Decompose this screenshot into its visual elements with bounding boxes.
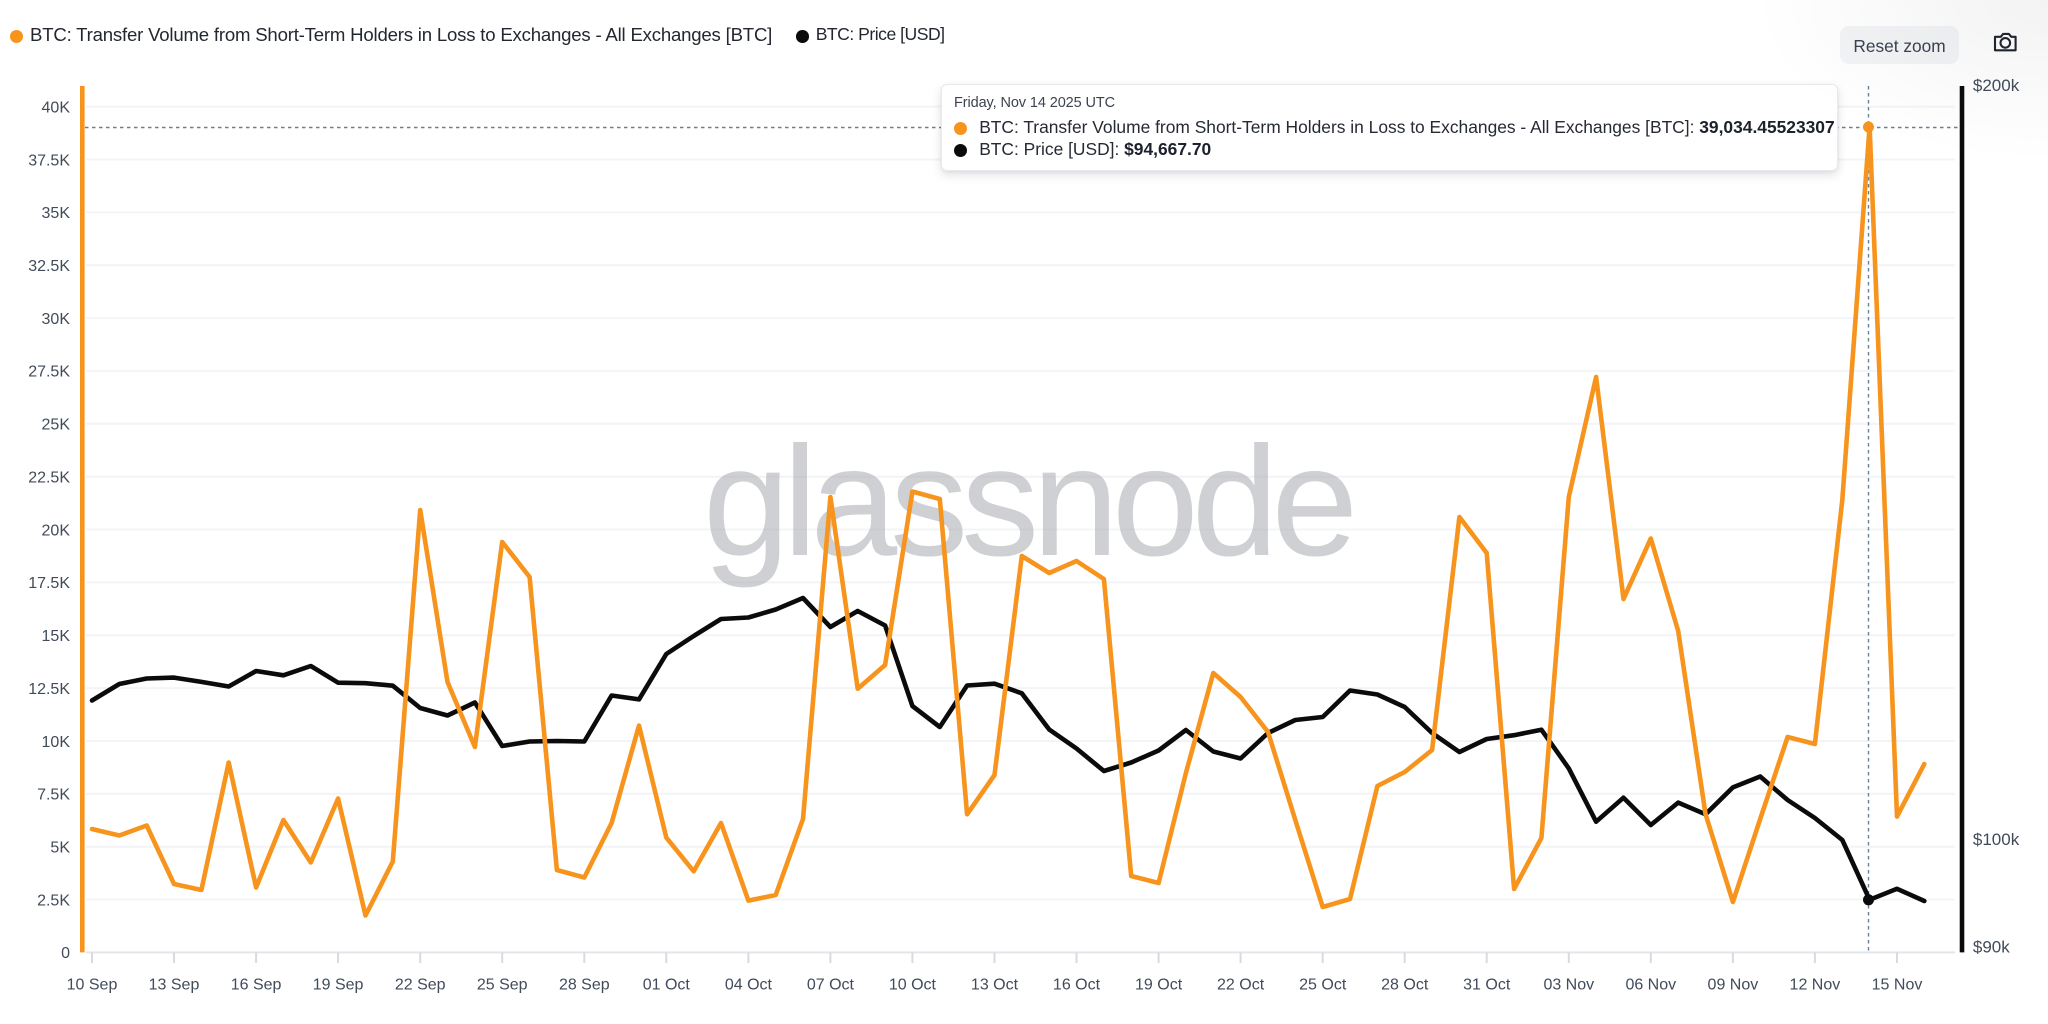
svg-text:10 Sep: 10 Sep: [67, 977, 118, 994]
svg-text:20K: 20K: [42, 522, 71, 539]
svg-text:28 Sep: 28 Sep: [559, 977, 610, 994]
svg-text:19 Oct: 19 Oct: [1135, 977, 1183, 994]
svg-text:15 Nov: 15 Nov: [1872, 977, 1923, 994]
svg-text:$100k: $100k: [1973, 830, 2020, 849]
svg-text:16 Sep: 16 Sep: [231, 977, 282, 994]
svg-text:10 Oct: 10 Oct: [889, 977, 937, 994]
svg-text:5K: 5K: [50, 840, 70, 857]
svg-text:09 Nov: 09 Nov: [1708, 977, 1759, 994]
svg-text:04 Oct: 04 Oct: [725, 977, 773, 994]
svg-text:07 Oct: 07 Oct: [807, 977, 855, 994]
svg-text:19 Sep: 19 Sep: [313, 977, 364, 994]
svg-text:12.5K: 12.5K: [28, 681, 70, 698]
svg-text:$90k: $90k: [1973, 938, 2010, 957]
svg-text:03 Nov: 03 Nov: [1543, 977, 1594, 994]
svg-text:15K: 15K: [42, 628, 71, 645]
svg-text:13 Sep: 13 Sep: [149, 977, 200, 994]
svg-text:$200k: $200k: [1973, 76, 2020, 95]
svg-text:25K: 25K: [42, 417, 71, 434]
svg-text:12 Nov: 12 Nov: [1790, 977, 1841, 994]
svg-text:37.5K: 37.5K: [28, 152, 70, 169]
svg-text:22.5K: 22.5K: [28, 470, 70, 487]
svg-text:35K: 35K: [42, 205, 71, 222]
svg-text:31 Oct: 31 Oct: [1463, 977, 1511, 994]
svg-text:7.5K: 7.5K: [37, 787, 70, 804]
svg-text:27.5K: 27.5K: [28, 364, 70, 381]
svg-text:01 Oct: 01 Oct: [643, 977, 691, 994]
svg-text:22 Oct: 22 Oct: [1217, 977, 1265, 994]
svg-text:22 Sep: 22 Sep: [395, 977, 446, 994]
svg-text:25 Oct: 25 Oct: [1299, 977, 1347, 994]
svg-text:40K: 40K: [42, 99, 71, 116]
svg-text:17.5K: 17.5K: [28, 575, 70, 592]
svg-text:2.5K: 2.5K: [37, 892, 70, 909]
svg-text:25 Sep: 25 Sep: [477, 977, 528, 994]
svg-text:30K: 30K: [42, 311, 71, 328]
svg-text:glassnode: glassnode: [703, 415, 1351, 589]
svg-text:13 Oct: 13 Oct: [971, 977, 1019, 994]
svg-text:06 Nov: 06 Nov: [1625, 977, 1676, 994]
svg-text:10K: 10K: [42, 734, 71, 751]
svg-text:16 Oct: 16 Oct: [1053, 977, 1101, 994]
svg-text:32.5K: 32.5K: [28, 258, 70, 275]
svg-text:28 Oct: 28 Oct: [1381, 977, 1429, 994]
svg-text:0: 0: [61, 945, 70, 962]
